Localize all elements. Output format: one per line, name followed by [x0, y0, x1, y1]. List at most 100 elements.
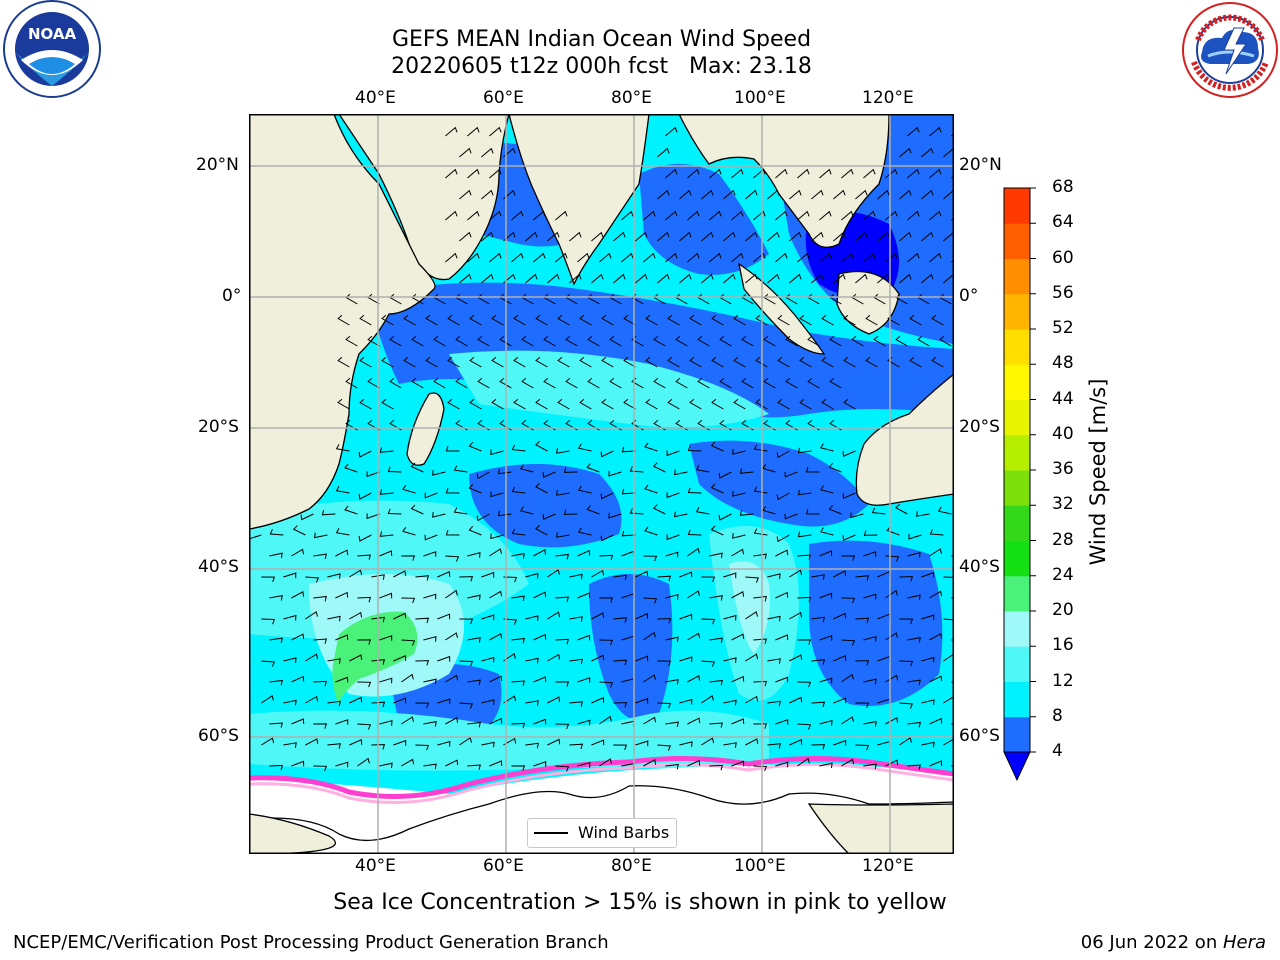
wind-barb: [269, 594, 283, 601]
wind-barb: [753, 528, 768, 536]
wind-barb: [557, 356, 570, 368]
wind-barb: [411, 377, 424, 389]
wind-barb: [789, 273, 802, 284]
wind-barb: [687, 445, 702, 452]
wind-barb: [557, 314, 570, 326]
wind-barb: [931, 314, 944, 326]
wind-barb: [261, 660, 276, 667]
wind-barb: [577, 443, 592, 452]
wind-barb: [819, 168, 832, 179]
wind-barb: [525, 615, 539, 621]
wind-barb: [358, 534, 372, 542]
wind-barb: [805, 467, 820, 473]
wind-barb: [600, 492, 614, 500]
wind-barb: [929, 168, 942, 179]
wind-barb: [723, 699, 737, 706]
wind-barb: [753, 680, 768, 687]
wind-barb: [402, 485, 416, 494]
wind-barb: [453, 507, 468, 515]
wind-barb: [731, 252, 744, 263]
wind-barb: [379, 592, 393, 599]
wind-barb: [525, 742, 539, 749]
wind-barb: [674, 511, 688, 518]
wind-barb: [645, 356, 658, 368]
wind-barb: [445, 717, 459, 725]
wind-barb: [763, 335, 776, 347]
wind-barb: [520, 506, 534, 515]
wind-barb: [357, 554, 371, 560]
wind-barb: [423, 636, 437, 642]
wind-barb: [393, 612, 407, 620]
wind-barb: [425, 314, 438, 326]
wind-barb: [871, 507, 886, 515]
land-madagascar: [406, 392, 445, 466]
wind-barb: [511, 722, 526, 729]
wind-barb: [591, 612, 605, 620]
wind-barb: [335, 676, 349, 683]
wind-barb: [741, 335, 754, 347]
wind-barb: [591, 273, 604, 284]
wind-barb: [657, 231, 670, 242]
wind-barb: [709, 594, 723, 601]
wind-barb: [797, 723, 812, 730]
wind-barb: [907, 168, 920, 179]
wind-barb: [490, 449, 504, 456]
footer-branch: NCEP/EMC/Verification Post Processing Pr…: [13, 932, 609, 953]
wind-barb: [467, 764, 481, 770]
wind-barb: [811, 231, 824, 242]
colorbar-label: 48: [1052, 353, 1074, 374]
wind-barb: [283, 699, 297, 706]
lon-tick-bottom: 100°E: [734, 856, 786, 876]
wind-barb: [608, 470, 622, 477]
lon-tick-top: 100°E: [734, 88, 786, 108]
wind-barb: [775, 591, 789, 599]
wind-barb: [591, 739, 605, 746]
wind-barb: [543, 335, 556, 347]
wind-barb: [569, 273, 582, 284]
wind-barb: [565, 335, 578, 347]
wind-barb: [599, 758, 612, 767]
wind-barb: [511, 595, 525, 602]
wind-barb: [445, 555, 460, 562]
wind-barb: [609, 377, 622, 389]
wind-barb: [851, 335, 864, 347]
wind-barb: [467, 721, 481, 728]
wind-barb: [489, 633, 503, 641]
wind-barb: [445, 759, 459, 767]
wind-barb: [424, 534, 438, 541]
wind-barb: [841, 210, 854, 221]
wind-barb: [762, 506, 776, 515]
wind-barb: [591, 569, 605, 578]
wind-barb: [767, 189, 780, 200]
wind-barb: [269, 552, 283, 559]
wind-barb: [337, 356, 350, 368]
wind-barb: [841, 639, 856, 646]
wind-barb: [359, 398, 372, 410]
colorbar-cell: [1004, 575, 1030, 612]
wind-barb: [261, 694, 274, 704]
wind-barb: [820, 485, 834, 494]
wind-barb: [929, 252, 942, 263]
wind-barb: [447, 314, 460, 326]
wind-barb: [445, 589, 458, 599]
wind-barb: [357, 723, 372, 730]
wind-barb: [511, 486, 526, 494]
colorbar-label: 40: [1052, 423, 1074, 444]
wind-barb: [732, 491, 746, 497]
wind-barb: [489, 168, 502, 179]
wind-barb: [261, 618, 276, 625]
wind-barb: [718, 513, 732, 521]
wind-barb: [423, 551, 437, 557]
wind-barb: [855, 575, 869, 581]
wind-barb: [917, 335, 930, 347]
wind-barb: [511, 637, 525, 644]
wind-barb: [261, 737, 275, 746]
wind-barb: [723, 657, 737, 663]
wind-barb: [586, 505, 600, 515]
wind-barb: [563, 467, 578, 473]
lat-tick-left: 20°S: [198, 417, 239, 437]
wind-barb: [710, 483, 724, 494]
wind-barb: [731, 633, 745, 641]
wind-barb: [807, 377, 820, 389]
wind-barb: [577, 527, 592, 536]
